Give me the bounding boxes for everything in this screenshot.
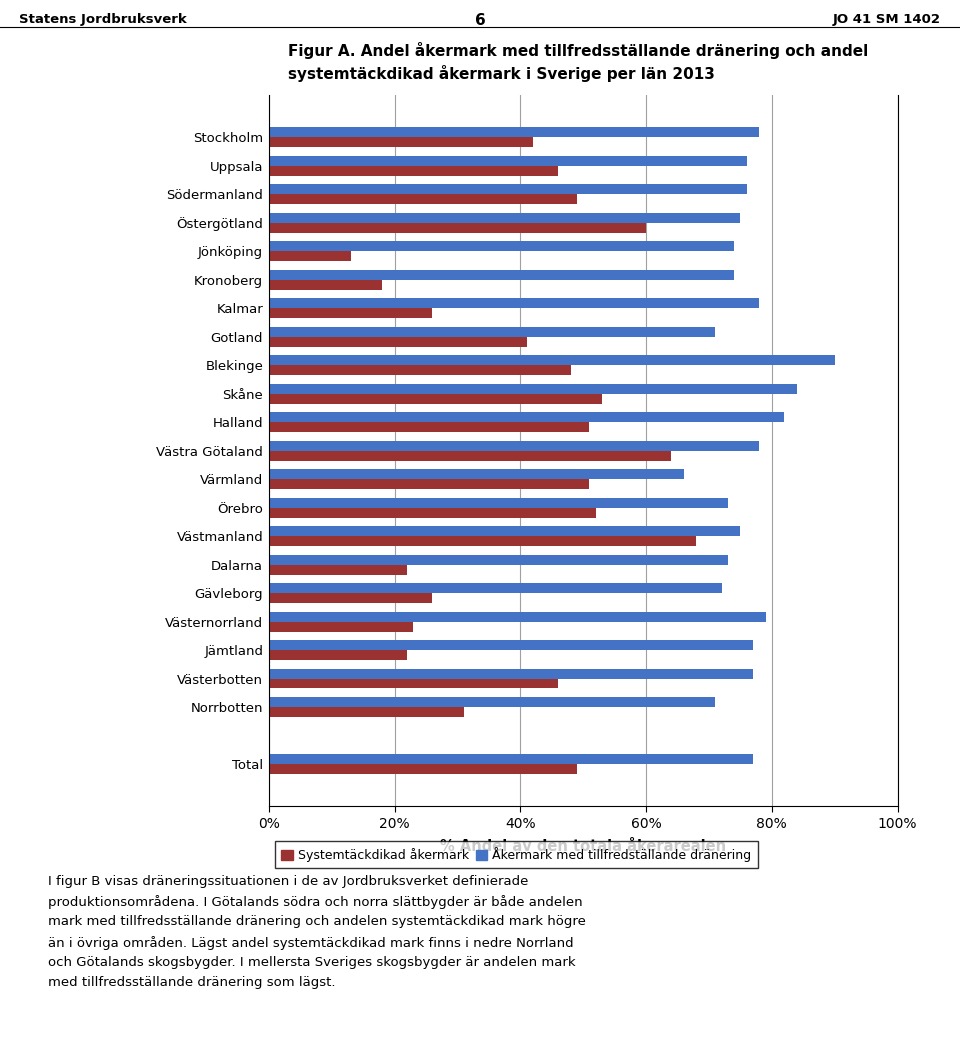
- Bar: [269, 593, 432, 603]
- Bar: [269, 480, 589, 489]
- Bar: [269, 754, 753, 764]
- Bar: [269, 497, 728, 508]
- Bar: [269, 165, 558, 176]
- Bar: [269, 764, 577, 774]
- Bar: [269, 697, 715, 707]
- Bar: [269, 441, 759, 451]
- Bar: [269, 308, 432, 318]
- Bar: [269, 622, 414, 631]
- Bar: [269, 422, 589, 432]
- Bar: [269, 640, 753, 650]
- Bar: [269, 508, 596, 518]
- Bar: [269, 336, 527, 347]
- Bar: [269, 469, 684, 480]
- Bar: [269, 611, 765, 622]
- Text: Figur A. Andel åkermark med tillfredsställande dränering och andel: Figur A. Andel åkermark med tillfredsstä…: [288, 42, 868, 59]
- Bar: [269, 298, 759, 308]
- Bar: [269, 412, 784, 422]
- Bar: [269, 355, 835, 365]
- Bar: [269, 393, 602, 404]
- Text: JO 41 SM 1402: JO 41 SM 1402: [832, 13, 941, 25]
- Bar: [269, 451, 671, 461]
- Bar: [269, 137, 533, 148]
- Bar: [269, 384, 797, 393]
- Legend: Systemtäckdikad åkermark, Åkermark med tillfredställande dränering: Systemtäckdikad åkermark, Åkermark med t…: [276, 841, 757, 868]
- Text: systemtäckdikad åkermark i Sverige per län 2013: systemtäckdikad åkermark i Sverige per l…: [288, 65, 715, 82]
- Bar: [269, 184, 747, 194]
- Text: Statens Jordbruksverk: Statens Jordbruksverk: [19, 13, 187, 25]
- Bar: [269, 128, 759, 137]
- Bar: [269, 365, 570, 375]
- Bar: [269, 327, 715, 336]
- Bar: [269, 270, 734, 279]
- X-axis label: % Andel av den totala åkerarealen: % Andel av den totala åkerarealen: [440, 839, 727, 854]
- Bar: [269, 536, 696, 546]
- Bar: [269, 194, 577, 204]
- Bar: [269, 583, 722, 593]
- Bar: [269, 156, 747, 165]
- Bar: [269, 526, 740, 536]
- Bar: [269, 222, 646, 233]
- Bar: [269, 251, 350, 261]
- Bar: [269, 213, 740, 222]
- Bar: [269, 650, 407, 660]
- Bar: [269, 565, 407, 574]
- Bar: [269, 279, 382, 290]
- Bar: [269, 668, 753, 679]
- Text: 6: 6: [474, 13, 486, 27]
- Text: I figur B visas dräneringssituationen i de av Jordbruksverket definierade
produk: I figur B visas dräneringssituationen i …: [48, 875, 586, 989]
- Bar: [269, 554, 728, 565]
- Bar: [269, 679, 558, 688]
- Bar: [269, 707, 464, 717]
- Bar: [269, 241, 734, 251]
